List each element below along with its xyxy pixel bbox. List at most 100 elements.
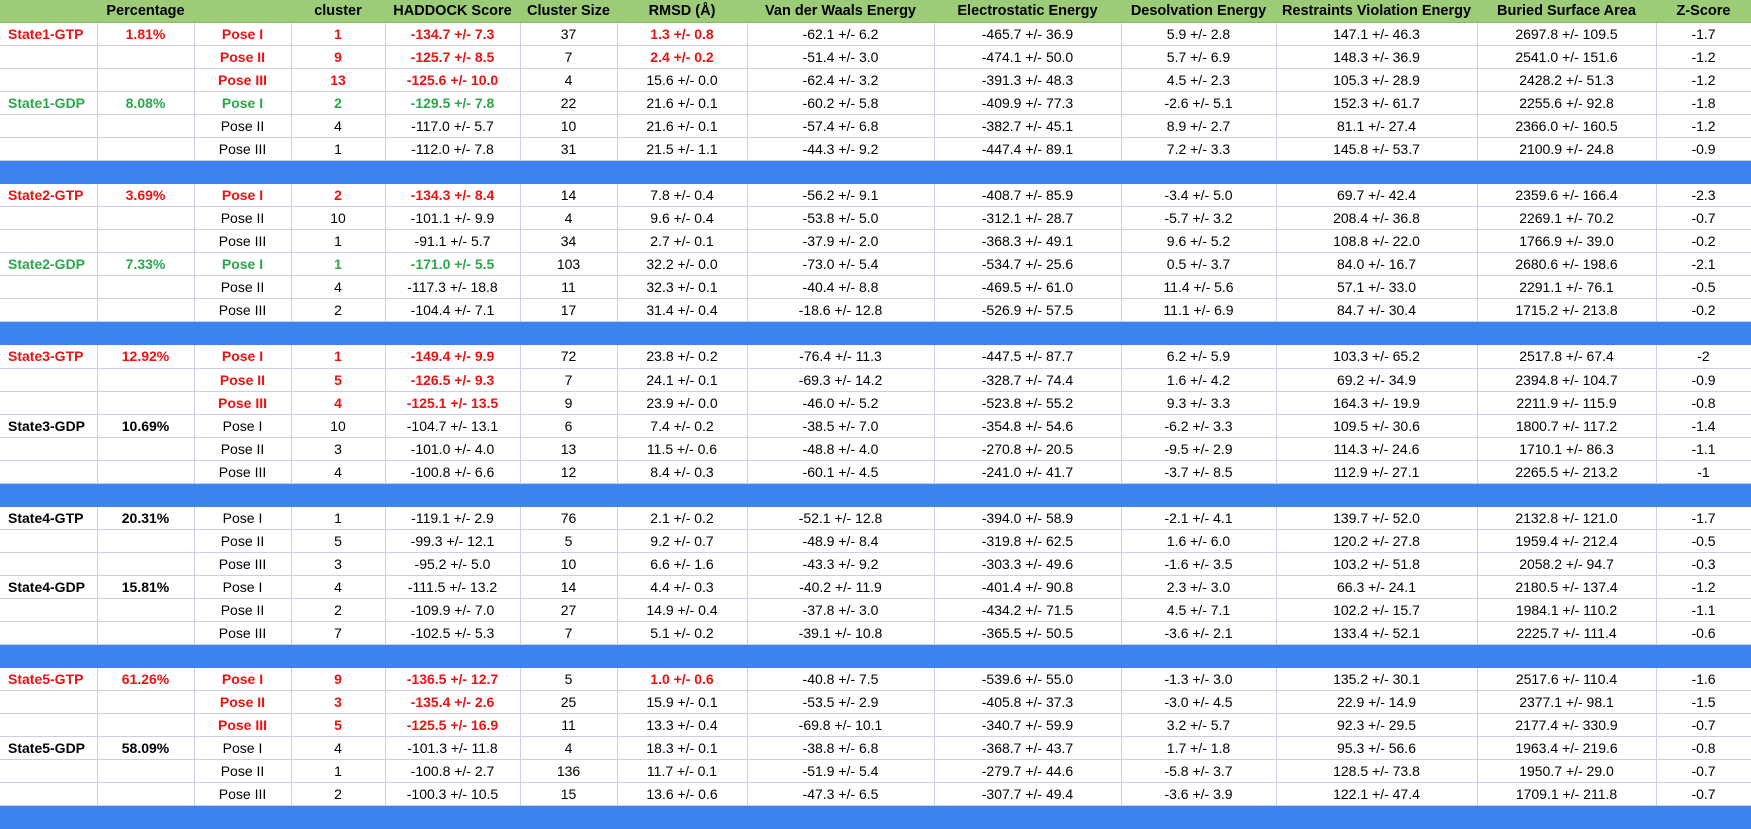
vdw-energy: -57.4 +/- 6.8 xyxy=(747,114,935,139)
vdw-energy: -56.2 +/- 9.1 xyxy=(747,183,935,208)
state-label xyxy=(0,391,98,415)
desolvation-energy: -9.5 +/- 2.9 xyxy=(1121,437,1277,461)
separator-cell xyxy=(0,805,97,829)
separator-cell xyxy=(934,160,1121,185)
haddock-score: -126.5 +/- 9.3 xyxy=(385,368,521,392)
table-row: State4-GTP 20.31% Pose I 1 -119.1 +/- 2.9 76 2… xyxy=(0,506,1751,530)
cluster-size: 37 xyxy=(520,22,618,47)
rmsd: 6.6 +/- 1.6 xyxy=(617,552,748,576)
separator-cell xyxy=(617,160,747,185)
desolvation-energy: -1.3 +/- 3.0 xyxy=(1121,667,1277,691)
buried-surface-area: 2366.0 +/- 160.5 xyxy=(1477,114,1657,139)
cluster-size: 31 xyxy=(520,137,618,162)
haddock-score: -91.1 +/- 5.7 xyxy=(385,229,521,254)
vdw-energy: -48.9 +/- 8.4 xyxy=(747,529,935,553)
restraints-violation-energy: 108.8 +/- 22.0 xyxy=(1276,229,1478,254)
table-row: State4-GDP 15.81% Pose I 4 -111.5 +/- 13.2 14… xyxy=(0,575,1751,599)
cluster-id: 4 xyxy=(291,736,386,761)
z-score: -0.8 xyxy=(1656,391,1751,415)
table-row: Pose II 3 -135.4 +/- 2.6 25 15.9 +/- 0.1 -53.… xyxy=(0,690,1751,714)
vdw-energy: -48.8 +/- 4.0 xyxy=(747,437,935,461)
percentage xyxy=(97,114,195,139)
rmsd: 15.6 +/- 0.0 xyxy=(617,68,748,93)
separator-cell xyxy=(385,644,520,668)
percentage: 12.92% xyxy=(97,344,195,369)
rmsd: 2.4 +/- 0.2 xyxy=(617,45,748,70)
table-row: State1-GTP 1.81% Pose I 1 -134.7 +/- 7.3 37 1.… xyxy=(0,22,1751,47)
buried-surface-area: 2359.6 +/- 166.4 xyxy=(1477,183,1657,208)
pose-label: Pose I xyxy=(194,736,292,761)
haddock-score: -101.1 +/- 9.9 xyxy=(385,206,521,231)
electrostatic-energy: -534.7 +/- 25.6 xyxy=(934,252,1122,277)
separator-cell xyxy=(617,321,747,346)
haddock-score: -129.5 +/- 7.8 xyxy=(385,91,521,116)
vdw-energy: -40.4 +/- 8.8 xyxy=(747,275,935,300)
header-electrostatic-energy: Electrostatic Energy xyxy=(934,0,1121,24)
state-label xyxy=(0,690,98,714)
separator-cell xyxy=(1477,160,1656,185)
table-row: Pose II 5 -126.5 +/- 9.3 7 24.1 +/- 0.1 -69.3… xyxy=(0,368,1751,392)
z-score: -1.4 xyxy=(1656,414,1751,438)
desolvation-energy: 1.6 +/- 6.0 xyxy=(1121,529,1277,553)
table-row: Pose II 9 -125.7 +/- 8.5 7 2.4 +/- 0.2 -51.4 … xyxy=(0,45,1751,70)
z-score: -0.8 xyxy=(1656,736,1751,761)
table-row: Pose III 4 -100.8 +/- 6.6 12 8.4 +/- 0.3 -60.… xyxy=(0,460,1751,484)
cluster-id: 10 xyxy=(291,414,386,438)
z-score: -2.3 xyxy=(1656,183,1751,208)
z-score: -1.5 xyxy=(1656,690,1751,714)
group-separator xyxy=(0,805,1751,829)
separator-cell xyxy=(291,644,385,668)
buried-surface-area: 2517.8 +/- 67.4 xyxy=(1477,344,1657,369)
rmsd: 13.3 +/- 0.4 xyxy=(617,713,748,738)
header-state xyxy=(0,0,97,24)
haddock-score: -136.5 +/- 12.7 xyxy=(385,667,521,691)
electrostatic-energy: -328.7 +/- 74.4 xyxy=(934,368,1122,392)
cluster-id: 5 xyxy=(291,713,386,738)
pose-label: Pose III xyxy=(194,460,292,484)
z-score: -0.7 xyxy=(1656,759,1751,784)
rmsd: 5.1 +/- 0.2 xyxy=(617,621,748,645)
z-score: -0.6 xyxy=(1656,621,1751,645)
desolvation-energy: 6.2 +/- 5.9 xyxy=(1121,344,1277,369)
vdw-energy: -51.9 +/- 5.4 xyxy=(747,759,935,784)
header-rmsd: RMSD (Å) xyxy=(617,0,747,24)
cluster-size: 15 xyxy=(520,782,618,807)
cluster-size: 72 xyxy=(520,344,618,369)
pose-label: Pose III xyxy=(194,621,292,645)
separator-cell xyxy=(520,644,617,668)
table-row: Pose II 1 -100.8 +/- 2.7 136 11.7 +/- 0.1 -51… xyxy=(0,759,1751,784)
cluster-size: 17 xyxy=(520,298,618,323)
electrostatic-energy: -368.7 +/- 43.7 xyxy=(934,736,1122,761)
state-label xyxy=(0,552,98,576)
table-row: Pose III 2 -100.3 +/- 10.5 15 13.6 +/- 0.6 -4… xyxy=(0,782,1751,807)
buried-surface-area: 2177.4 +/- 330.9 xyxy=(1477,713,1657,738)
pose-label: Pose II xyxy=(194,114,292,139)
header-cluster-size: Cluster Size xyxy=(520,0,617,24)
desolvation-energy: 5.7 +/- 6.9 xyxy=(1121,45,1277,70)
z-score: -0.2 xyxy=(1656,229,1751,254)
separator-cell xyxy=(291,805,385,829)
rmsd: 32.2 +/- 0.0 xyxy=(617,252,748,277)
separator-cell xyxy=(747,483,934,507)
haddock-score: -112.0 +/- 7.8 xyxy=(385,137,521,162)
pose-label: Pose I xyxy=(194,91,292,116)
pose-label: Pose II xyxy=(194,368,292,392)
separator-cell xyxy=(1477,644,1656,668)
electrostatic-energy: -365.5 +/- 50.5 xyxy=(934,621,1122,645)
pose-label: Pose III xyxy=(194,391,292,415)
electrostatic-energy: -368.3 +/- 49.1 xyxy=(934,229,1122,254)
rmsd: 23.8 +/- 0.2 xyxy=(617,344,748,369)
state-label xyxy=(0,713,98,738)
buried-surface-area: 2428.2 +/- 51.3 xyxy=(1477,68,1657,93)
percentage xyxy=(97,298,195,323)
restraints-violation-energy: 66.3 +/- 24.1 xyxy=(1276,575,1478,599)
separator-cell xyxy=(291,321,385,346)
header-z-score: Z-Score xyxy=(1656,0,1751,24)
restraints-violation-energy: 133.4 +/- 52.1 xyxy=(1276,621,1478,645)
separator-cell xyxy=(0,644,97,668)
restraints-violation-energy: 164.3 +/- 19.9 xyxy=(1276,391,1478,415)
rmsd: 11.7 +/- 0.1 xyxy=(617,759,748,784)
table-row: Pose II 10 -101.1 +/- 9.9 4 9.6 +/- 0.4 -53.8… xyxy=(0,206,1751,231)
pose-label: Pose II xyxy=(194,759,292,784)
header-percentage: Percentage xyxy=(97,0,194,24)
